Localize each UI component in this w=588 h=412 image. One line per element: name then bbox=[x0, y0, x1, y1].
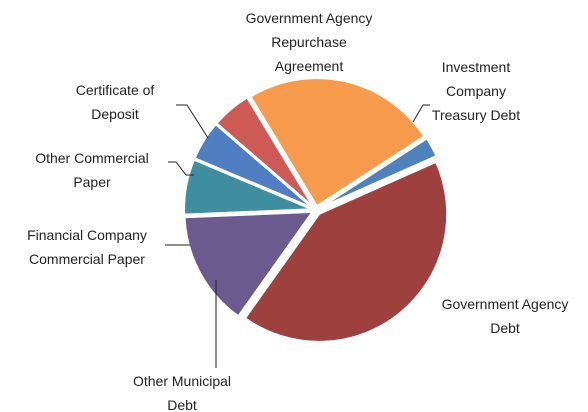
slice-label: Other Municipal Debt bbox=[133, 373, 231, 412]
slice-label-line: Financial Company bbox=[27, 227, 147, 243]
slice-label: Certificate of Deposit bbox=[76, 82, 155, 122]
pie-slice bbox=[215, 96, 315, 208]
pie-slices bbox=[183, 77, 449, 343]
pie-slice bbox=[183, 210, 315, 318]
slice-label: Investment Company Treasury Debt bbox=[432, 59, 520, 123]
slice-label-line: Commercial Paper bbox=[29, 251, 145, 267]
slice-label-line: Government Agency bbox=[442, 296, 569, 312]
slice-label-line: Agreement bbox=[275, 58, 344, 74]
slice-label: Government Agency Repurchase Agreement bbox=[246, 10, 373, 74]
slice-label-line: Treasury Debt bbox=[432, 107, 520, 123]
slice-label: Other Commercial Paper bbox=[35, 150, 149, 190]
slice-label-line: Government Agency bbox=[246, 10, 373, 26]
pie-slice bbox=[243, 160, 449, 343]
slice-labels: Investment Company Treasury Debt Government… bbox=[27, 10, 568, 412]
slice-label-line: Debt bbox=[490, 320, 520, 336]
slice-label-line: Investment bbox=[442, 59, 511, 75]
leader-line bbox=[176, 104, 209, 139]
leader-line bbox=[168, 161, 194, 176]
slice-label-line: Paper bbox=[73, 174, 111, 190]
slice-label-line: Other Commercial bbox=[35, 150, 149, 166]
pie-slice bbox=[318, 136, 438, 210]
pie-slice bbox=[249, 77, 426, 208]
leader-line bbox=[412, 104, 430, 123]
slice-label-line: Certificate of bbox=[76, 82, 155, 98]
leader-lines bbox=[165, 104, 430, 368]
slice-label-line: Debt bbox=[167, 397, 197, 412]
slice-label-line: Deposit bbox=[91, 106, 139, 122]
slice-label-line: Repurchase bbox=[271, 34, 347, 50]
slice-label-line: Other Municipal bbox=[133, 373, 231, 389]
slice-label-line: Company bbox=[446, 83, 506, 99]
pie-slice bbox=[183, 158, 313, 216]
pie-slice bbox=[193, 122, 314, 209]
slice-label: Financial Company Commercial Paper bbox=[27, 227, 147, 267]
slice-label: Government Agency Debt bbox=[442, 296, 569, 336]
